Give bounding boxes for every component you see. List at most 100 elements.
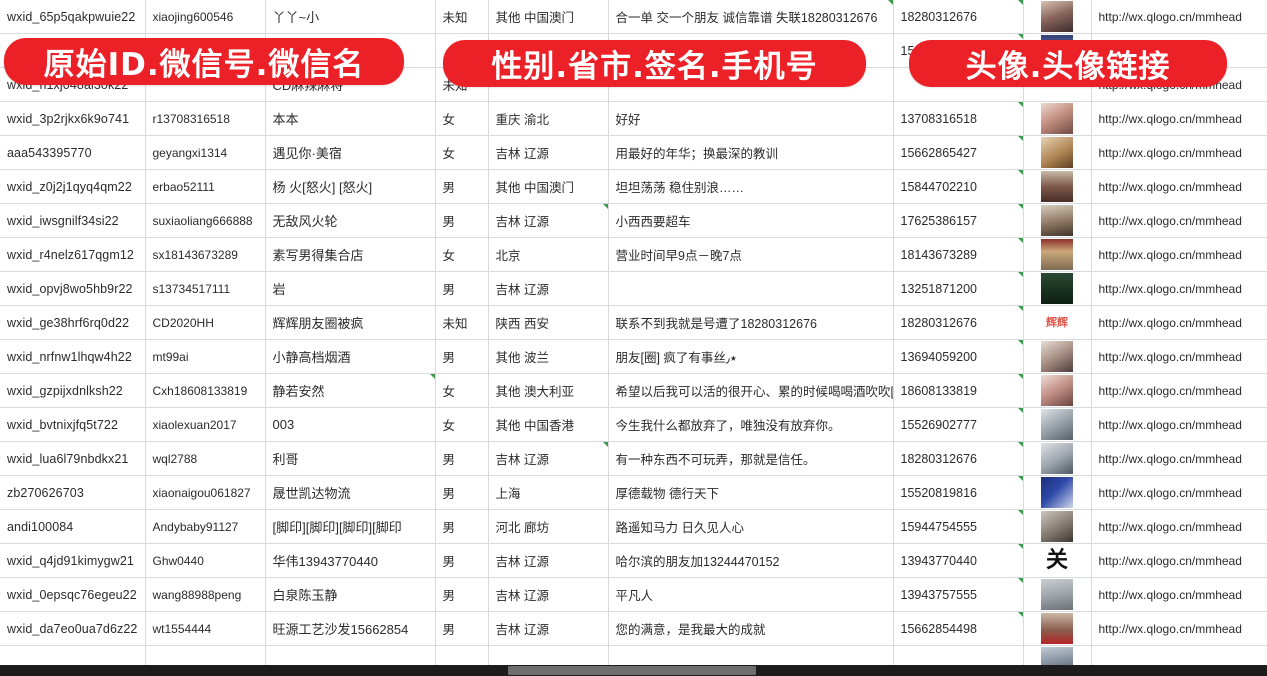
contact-avatar-cell[interactable] (1023, 441, 1092, 476)
contact-region-cell[interactable]: 重庆 渝北 (488, 101, 609, 136)
contact-alias-cell[interactable]: Cxh18608133819 (145, 373, 266, 408)
contact-wxid-cell[interactable]: wxid_0epsqc76egeu22 (0, 577, 146, 612)
table-row[interactable]: wxid_da7eo0ua7d6z22 wt1554444 旺源工艺沙发156628… (0, 611, 1267, 646)
contact-nickname-cell[interactable]: 遇见你·美宿 (265, 135, 436, 170)
contact-avatar-cell[interactable] (1023, 271, 1092, 306)
contact-alias-cell[interactable]: CD2020HH (145, 305, 266, 340)
contact-avatar-url-cell[interactable]: http://wx.qlogo.cn/mmhead (1091, 101, 1267, 136)
contact-signature-cell[interactable]: 哈尔滨的朋友加13244470152 (608, 543, 894, 578)
contact-avatar-cell[interactable] (1023, 237, 1092, 272)
contact-nickname-cell[interactable]: 杨 火[怒火] [怒火] (265, 169, 436, 204)
contact-avatar-url-cell[interactable]: http://wx.qlogo.cn/mmhead (1091, 339, 1267, 374)
contact-region-cell[interactable]: 其他 中国澳门 (488, 169, 609, 204)
contact-alias-cell[interactable]: wql2788 (145, 441, 266, 476)
contact-nickname-cell[interactable]: 003 (265, 407, 436, 442)
contact-avatar-url-cell[interactable]: http://wx.qlogo.cn/mmhead (1091, 135, 1267, 170)
contact-gender-cell[interactable]: 女 (435, 373, 489, 408)
contact-phone-cell[interactable]: 13943757555 (893, 577, 1024, 612)
contact-wxid-cell[interactable]: wxid_gzpijxdnlksh22 (0, 373, 146, 408)
contact-region-cell[interactable]: 其他 波兰 (488, 339, 609, 374)
contact-gender-cell[interactable]: 女 (435, 407, 489, 442)
contact-nickname-cell[interactable]: 旺源工艺沙发15662854 (265, 611, 436, 646)
contact-wxid-cell[interactable]: wxid_ge38hrf6rq0d22 (0, 305, 146, 340)
horizontal-scrollbar-thumb[interactable] (508, 666, 756, 675)
contact-signature-cell[interactable]: 平凡人 (608, 577, 894, 612)
contact-avatar-cell[interactable]: 辉辉 (1023, 305, 1092, 340)
table-row[interactable]: wxid_bvtnixjfq5t722 xiaolexuan2017 003 女其他 … (0, 407, 1267, 442)
contact-avatar-url-cell[interactable]: http://wx.qlogo.cn/mmhead (1091, 203, 1267, 238)
contact-alias-cell[interactable]: xiaonaigou061827 (145, 475, 266, 510)
contact-signature-cell[interactable]: 合一单 交一个朋友 诚信靠谱 失联18280312676 (608, 0, 894, 34)
contact-avatar-cell[interactable] (1023, 509, 1092, 544)
contact-phone-cell[interactable]: 18280312676 (893, 441, 1024, 476)
contact-gender-cell[interactable]: 男 (435, 611, 489, 646)
contact-alias-cell[interactable]: Ghw0440 (145, 543, 266, 578)
table-row[interactable]: wxid_opvj8wo5hb9r22 s13734517111 岩男吉林 辽源 13… (0, 271, 1267, 306)
contact-signature-cell[interactable]: 有一种东西不可玩弄，那就是信任。 (608, 441, 894, 476)
contact-signature-cell[interactable]: 朋友[圈] 疯了有事丝٭٫ (608, 339, 894, 374)
contact-wxid-cell[interactable]: wxid_3p2rjkx6k9o741 (0, 101, 146, 136)
contact-region-cell[interactable]: 其他 中国香港 (488, 407, 609, 442)
contact-signature-cell[interactable]: 厚德载物 德行天下 (608, 475, 894, 510)
contact-wxid-cell[interactable]: wxid_q4jd91kimygw21 (0, 543, 146, 578)
contact-avatar-url-cell[interactable]: http://wx.qlogo.cn/mmhead (1091, 543, 1267, 578)
contact-signature-cell[interactable]: 营业时间早9点－晚7点 (608, 237, 894, 272)
table-row[interactable]: wxid_q4jd91kimygw21 Ghw0440 华伟13943770440 男… (0, 543, 1267, 578)
contact-wxid-cell[interactable]: wxid_bvtnixjfq5t722 (0, 407, 146, 442)
contact-phone-cell[interactable]: 13708316518 (893, 101, 1024, 136)
contact-nickname-cell[interactable]: 辉辉朋友圈被疯 (265, 305, 436, 340)
table-row[interactable]: wxid_0epsqc76egeu22 wang88988peng 白泉陈玉静男吉林… (0, 577, 1267, 612)
contact-signature-cell[interactable]: 小西西要超车 (608, 203, 894, 238)
contact-wxid-cell[interactable]: wxid_iwsgnilf34si22 (0, 203, 146, 238)
contact-avatar-cell[interactable] (1023, 169, 1092, 204)
contact-avatar-url-cell[interactable]: http://wx.qlogo.cn/mmhead (1091, 577, 1267, 612)
contact-signature-cell[interactable]: 路遥知马力 日久见人心 (608, 509, 894, 544)
horizontal-scrollbar-track[interactable] (0, 665, 1267, 676)
contact-phone-cell[interactable]: 18280312676 (893, 0, 1024, 34)
contact-signature-cell[interactable]: 联系不到我就是号遭了18280312676 (608, 305, 894, 340)
contact-nickname-cell[interactable]: 无敌风火轮 (265, 203, 436, 238)
table-row[interactable]: zb270626703 xiaonaigou061827 晟世凯达物流男上海 厚德载物… (0, 475, 1267, 510)
contact-gender-cell[interactable]: 男 (435, 169, 489, 204)
contact-phone-cell[interactable]: 13251871200 (893, 271, 1024, 306)
contact-alias-cell[interactable]: s13734517111 (145, 271, 266, 306)
contact-avatar-cell[interactable] (1023, 577, 1092, 612)
contact-wxid-cell[interactable]: andi100084 (0, 509, 146, 544)
contact-region-cell[interactable]: 吉林 辽源 (488, 271, 609, 306)
table-row[interactable]: wxid_z0j2j1qyq4qm22 erbao52111 杨 火[怒火] [怒火… (0, 169, 1267, 204)
contact-region-cell[interactable]: 吉林 辽源 (488, 577, 609, 612)
contact-avatar-url-cell[interactable]: http://wx.qlogo.cn/mmhead (1091, 475, 1267, 510)
table-row[interactable]: andi100084 Andybaby91127 [脚印][脚印][脚印][脚印男河… (0, 509, 1267, 544)
contact-avatar-url-cell[interactable]: http://wx.qlogo.cn/mmhead (1091, 237, 1267, 272)
contact-avatar-url-cell[interactable]: http://wx.qlogo.cn/mmhead (1091, 407, 1267, 442)
contact-region-cell[interactable]: 吉林 辽源 (488, 135, 609, 170)
contact-nickname-cell[interactable]: 本本 (265, 101, 436, 136)
contact-avatar-url-cell[interactable]: http://wx.qlogo.cn/mmhead (1091, 441, 1267, 476)
contact-region-cell[interactable]: 吉林 辽源 (488, 611, 609, 646)
contact-region-cell[interactable]: 吉林 辽源 (488, 543, 609, 578)
contact-wxid-cell[interactable]: wxid_opvj8wo5hb9r22 (0, 271, 146, 306)
contact-alias-cell[interactable]: erbao52111 (145, 169, 266, 204)
table-row[interactable]: wxid_iwsgnilf34si22 suxiaoliang666888 无敌风火… (0, 203, 1267, 238)
contact-phone-cell[interactable]: 13694059200 (893, 339, 1024, 374)
contact-gender-cell[interactable]: 男 (435, 543, 489, 578)
contact-avatar-url-cell[interactable]: http://wx.qlogo.cn/mmhead (1091, 305, 1267, 340)
contact-avatar-url-cell[interactable]: http://wx.qlogo.cn/mmhead (1091, 0, 1267, 34)
contact-signature-cell[interactable]: 好好 (608, 101, 894, 136)
contact-gender-cell[interactable]: 女 (435, 101, 489, 136)
contact-alias-cell[interactable]: suxiaoliang666888 (145, 203, 266, 238)
contact-phone-cell[interactable]: 17625386157 (893, 203, 1024, 238)
contact-gender-cell[interactable]: 男 (435, 339, 489, 374)
contact-phone-cell[interactable]: 15944754555 (893, 509, 1024, 544)
contact-phone-cell[interactable]: 15526902777 (893, 407, 1024, 442)
contact-signature-cell[interactable]: 坦坦荡荡 稳住别浪…… (608, 169, 894, 204)
contact-gender-cell[interactable]: 女 (435, 237, 489, 272)
contact-gender-cell[interactable]: 男 (435, 475, 489, 510)
contact-alias-cell[interactable]: xiaolexuan2017 (145, 407, 266, 442)
contact-avatar-url-cell[interactable]: http://wx.qlogo.cn/mmhead (1091, 373, 1267, 408)
contact-region-cell[interactable]: 吉林 辽源 (488, 203, 609, 238)
contact-avatar-url-cell[interactable]: http://wx.qlogo.cn/mmhead (1091, 169, 1267, 204)
contact-signature-cell[interactable]: 您的满意，是我最大的成就 (608, 611, 894, 646)
contact-alias-cell[interactable]: r13708316518 (145, 101, 266, 136)
contact-gender-cell[interactable]: 男 (435, 441, 489, 476)
